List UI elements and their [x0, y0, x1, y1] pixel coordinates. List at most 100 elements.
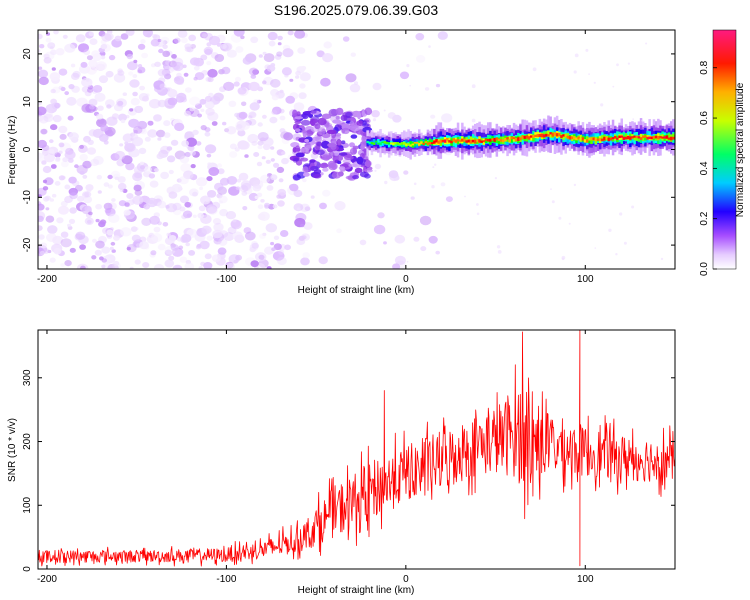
signal-cell [497, 138, 501, 141]
noise-blob [247, 133, 259, 144]
noise-blob [100, 43, 108, 50]
noise-blob [299, 203, 310, 212]
noise-blob [237, 87, 247, 95]
noise-blob [41, 160, 47, 165]
noise-blob [225, 211, 237, 220]
noise-blob [82, 160, 92, 169]
noise-blob [94, 92, 106, 102]
noise-blob [334, 201, 346, 211]
signal-cell [609, 137, 613, 141]
noise-blob [292, 147, 297, 153]
signal-cell [633, 135, 636, 141]
noise-blob [45, 207, 50, 211]
signal-cell [646, 136, 649, 140]
signal-cell [368, 141, 371, 144]
noise-blob [217, 247, 227, 255]
noise-blob [268, 40, 276, 47]
noise-blob [205, 144, 217, 154]
noise-blob [50, 49, 57, 56]
noise-blob [317, 117, 327, 126]
noise-blob [161, 68, 171, 77]
noise-blob [551, 200, 555, 204]
noise-blob [294, 120, 302, 125]
signal-cell [527, 136, 531, 140]
noise-blob [153, 263, 165, 269]
noise-blob [200, 125, 207, 131]
signal-cell [611, 137, 615, 142]
signal-cell [405, 143, 408, 147]
noise-blob [623, 241, 627, 245]
noise-blob [122, 133, 134, 143]
signal-cell [626, 135, 630, 140]
noise-blob [162, 50, 171, 57]
noise-blob [141, 217, 152, 226]
signal-cell [579, 137, 582, 140]
noise-blob [38, 225, 43, 231]
noise-blob [106, 104, 112, 109]
noise-blob [92, 53, 102, 62]
noise-blob [195, 245, 202, 250]
noise-blob [206, 176, 213, 182]
noise-blob [126, 246, 131, 251]
noise-blob [476, 203, 479, 206]
noise-blob [278, 178, 284, 183]
noise-blob [64, 150, 76, 160]
noise-blob [68, 218, 76, 224]
noise-blob [50, 164, 57, 169]
noise-blob [257, 213, 266, 220]
noise-blob [126, 193, 134, 199]
signal-cell [392, 142, 395, 146]
noise-blob [181, 233, 192, 243]
noise-blob [84, 138, 90, 143]
noise-blob [197, 212, 204, 219]
noise-blob [322, 53, 334, 63]
noise-blob [144, 166, 152, 173]
signal-cell [566, 135, 570, 139]
signal-cell [521, 135, 524, 139]
noise-blob [94, 131, 100, 135]
y-tick-label: 0 [22, 566, 33, 572]
noise-blob [371, 110, 380, 118]
noise-blob [261, 156, 266, 160]
noise-blob [310, 152, 319, 160]
noise-blob [62, 157, 69, 163]
signal-cell [439, 139, 443, 144]
noise-blob [131, 234, 141, 242]
signal-cell [532, 134, 535, 139]
noise-blob [641, 119, 644, 122]
noise-blob [206, 153, 212, 158]
noise-blob [101, 246, 111, 254]
signal-cell [387, 142, 391, 148]
noise-blob [87, 87, 94, 93]
colorbar-tick-label: 0.0 [699, 262, 710, 276]
noise-blob [409, 84, 412, 87]
noise-blob [124, 202, 130, 207]
noise-blob [53, 30, 59, 35]
noise-blob [342, 158, 352, 164]
noise-blob [226, 262, 235, 269]
signal-cell [497, 137, 501, 145]
noise-blob [420, 246, 427, 252]
noise-blob [200, 108, 205, 113]
noise-blob [573, 70, 577, 74]
noise-blob [232, 219, 237, 223]
noise-blob [203, 32, 213, 41]
x-tick-label: 100 [577, 574, 594, 585]
noise-blob [179, 256, 188, 263]
signal-cell [377, 139, 380, 145]
noise-blob [124, 142, 136, 153]
signal-cell [667, 133, 671, 141]
signal-cell [534, 134, 537, 138]
noise-blob [53, 247, 62, 255]
noise-blob [91, 255, 97, 260]
signal-cell [489, 139, 492, 142]
noise-blob [59, 142, 72, 152]
noise-blob [89, 104, 95, 110]
noise-blob [52, 193, 57, 198]
noise-blob [45, 37, 52, 43]
noise-blob [58, 205, 69, 215]
noise-blob [79, 170, 85, 175]
noise-blob [241, 191, 248, 196]
noise-blob [190, 164, 196, 169]
noise-blob [176, 178, 182, 183]
